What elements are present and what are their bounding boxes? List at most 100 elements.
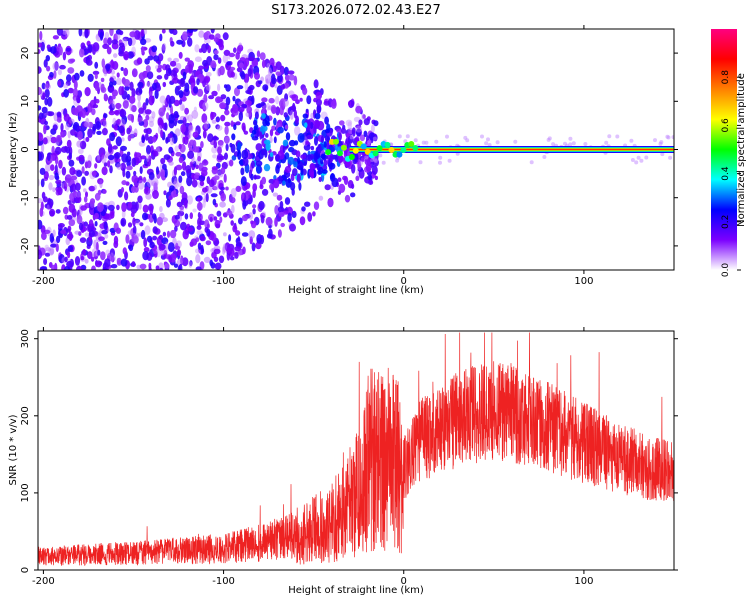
spectrogram-cell	[38, 219, 43, 230]
spectrogram-cell	[161, 43, 166, 54]
spectrogram-cell	[147, 158, 151, 167]
spectrogram-cell	[172, 77, 179, 84]
spectrogram-cell	[217, 38, 224, 48]
spectrogram-cell	[138, 120, 145, 126]
spectrogram-cell	[224, 152, 228, 160]
colorbar-tick-label: 0.8	[721, 70, 731, 85]
spectrogram-x-tick-label: 0	[401, 276, 407, 287]
spectrogram-cell	[148, 172, 155, 181]
spectrogram-cell	[173, 177, 178, 188]
snr-x-tick-label: 100	[574, 576, 593, 587]
spectrogram-cell	[78, 154, 85, 162]
spectrogram-cell	[231, 133, 236, 141]
spectrogram-cell	[184, 82, 190, 93]
spectrogram-cell	[312, 211, 316, 217]
spectrogram-cell	[44, 97, 49, 106]
spectrogram-cell	[179, 185, 185, 195]
spectrogram-cell	[88, 185, 96, 192]
spectrogram-cell	[56, 134, 62, 143]
spectrogram-cell	[213, 175, 220, 181]
spectrogram-cell	[136, 57, 143, 65]
spectrogram-cell	[101, 166, 108, 176]
spectrogram-cell	[140, 38, 147, 46]
spectrogram-cell	[115, 227, 121, 234]
spectrogram-cell	[47, 111, 55, 117]
spectrogram-cell	[129, 102, 134, 112]
spectrogram-cell	[91, 108, 96, 116]
spectrogram-cell	[132, 225, 137, 235]
spectrogram-cell	[149, 205, 154, 216]
spectrogram-cell	[314, 113, 321, 120]
spectrogram-cell	[320, 135, 324, 144]
spectrogram-cell	[143, 128, 149, 134]
spectrogram-cell	[102, 240, 108, 245]
spectrogram-cell	[252, 183, 258, 192]
spectrogram-cell	[184, 213, 189, 220]
spectrogram-cell	[405, 134, 410, 139]
spectrogram-cell	[110, 256, 115, 263]
spectrogram-cell	[139, 166, 143, 175]
spectrogram-cell	[148, 95, 155, 106]
spectrogram-cell	[51, 264, 57, 270]
spectrogram-cell	[287, 212, 292, 223]
spectrogram-cell	[83, 121, 91, 128]
spectrogram-cell	[140, 29, 145, 37]
spectrogram-y-tick-label: -10	[20, 190, 31, 206]
spectrogram-cell	[130, 211, 135, 218]
spectrogram-cell	[144, 133, 149, 141]
spectrogram-cell	[345, 119, 353, 127]
spectrogram-cell	[138, 175, 143, 184]
spectrogram-cell	[143, 237, 148, 248]
spectrogram-cell	[121, 85, 125, 95]
spectrogram-cell	[133, 170, 137, 176]
spectrogram-cell	[274, 205, 279, 215]
spectrogram-cell	[65, 80, 71, 86]
spectrogram-cell	[359, 160, 364, 165]
spectrogram-cell	[125, 155, 132, 163]
spectrogram-cell	[203, 256, 211, 263]
spectrogram-cell	[76, 214, 83, 225]
spectrogram-cell	[109, 77, 114, 83]
spectrogram-cell	[197, 212, 201, 219]
spectrogram-cell	[653, 138, 657, 143]
spectrogram-cell	[167, 57, 172, 62]
spectrogram-cell	[131, 105, 137, 113]
spectrogram-cell	[116, 72, 120, 78]
snr-y-ticks: 0 100 200 300	[20, 329, 678, 573]
snr-x-ticks: -200 -100 0 100	[32, 327, 593, 587]
spectrogram-y-tick-label: 10	[20, 95, 31, 108]
spectrogram-cell	[164, 122, 168, 131]
spectrogram-cell	[111, 89, 118, 97]
snr-x-tick-label: 0	[401, 576, 407, 587]
spectrogram-cell	[285, 132, 291, 141]
spectrogram-cell	[666, 135, 671, 140]
spectrogram-cell	[370, 124, 375, 133]
spectrogram-cell	[447, 158, 452, 163]
spectrogram-cell	[310, 172, 315, 179]
spectrogram-cell	[324, 128, 330, 134]
spectrogram-cell	[339, 120, 345, 126]
spectrogram-cell	[370, 158, 375, 163]
spectrogram-cell	[208, 179, 215, 188]
spectrogram-cell	[42, 137, 48, 145]
spectrogram-cell	[159, 212, 165, 220]
spectrogram-cell	[105, 249, 111, 256]
spectrogram-cell	[234, 246, 242, 252]
spectrogram-cell	[158, 107, 165, 117]
spectrogram-cell	[359, 134, 366, 142]
spectrogram-cell	[169, 229, 177, 239]
spectrogram-cell	[174, 128, 181, 137]
spectrogram-cell	[107, 154, 115, 161]
spectrogram-cell	[95, 155, 102, 164]
spectrogram-cell	[38, 105, 42, 111]
spectrogram-cell	[140, 155, 147, 160]
spectrogram-cell	[291, 210, 297, 218]
spectrogram-cell	[330, 100, 337, 109]
spectrogram-cell	[316, 104, 321, 114]
spectrogram-cell	[148, 116, 155, 123]
spectrogram-cell	[241, 122, 246, 131]
spectrogram-cell	[220, 186, 225, 191]
spectrogram-cell	[157, 117, 164, 127]
spectrogram-cell	[161, 29, 166, 34]
spectrogram-cell	[182, 31, 188, 41]
